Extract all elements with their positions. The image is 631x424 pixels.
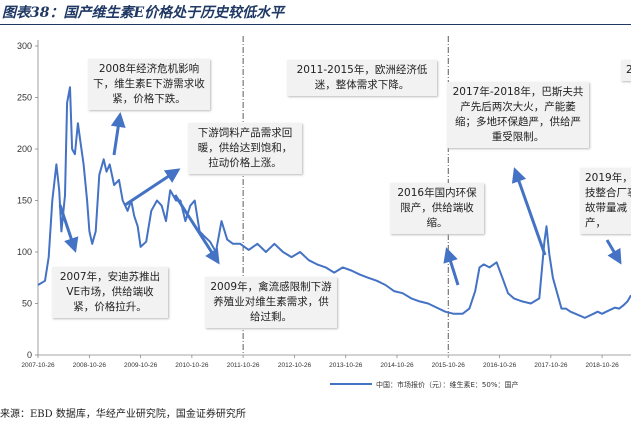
legend-label: 中国：市场报价（元）：维生素E：50%：国产 <box>376 380 518 389</box>
x-tick-label: 2016-10-26 <box>483 362 517 369</box>
x-tick-label: 2013-10-26 <box>329 362 363 369</box>
x-tick-label: 2009-10-26 <box>124 362 158 369</box>
x-tick-label: 2011-10-26 <box>227 362 260 369</box>
annotation-feed-demand: 下游饲料产品需求回暖，供给达到饱和，拉动价格上涨。 <box>188 123 302 174</box>
y-tick-label: 200 <box>17 144 32 154</box>
x-tick-label: 2010-10-26 <box>175 362 209 369</box>
up-arrow-2008 <box>110 112 126 156</box>
y-tick-label: 100 <box>17 247 32 257</box>
y-tick-label: 0 <box>27 350 32 360</box>
annotation-2007-supply: 2007年，安迪苏推出VE市场，供给端收紧，价格拉升。 <box>52 267 168 318</box>
y-tick-label: 300 <box>17 41 32 51</box>
chart-title: 图表38：国产维生素E价格处于历史较低水平 <box>2 5 285 21</box>
y-tick-label: 150 <box>17 196 32 206</box>
annotation-2020-partial: 2 <box>621 60 631 81</box>
y-tick-label: 250 <box>17 93 32 103</box>
x-tick-label: 2008-10-26 <box>73 362 107 369</box>
annotation-2017-2018-basf: 2017年-2018年，巴斯夫共产先后两次大火，产能萎缩；多地环保趋严，供给严重… <box>447 82 589 148</box>
x-tick-label: 2012-10-26 <box>278 362 312 369</box>
series-line-vitamin-e-price <box>37 86 631 319</box>
annotation-2009-avian-flu: 2009年，禽流感限制下游养殖业对维生素需求，供给过剩。 <box>205 277 337 328</box>
up-arrow-2016 <box>443 247 460 286</box>
up-arrow-2009 <box>124 168 181 207</box>
down-arrow-2007 <box>58 204 79 253</box>
x-tick-label: 2007-10-26 <box>21 362 55 369</box>
down-arrow-2010 <box>173 194 220 265</box>
annotation-2011-2015-europe: 2011-2015年，欧洲经济低迷，整体需求下降。 <box>287 60 437 96</box>
title-divider <box>0 24 631 25</box>
y-tick-label: 50 <box>22 299 32 309</box>
annotation-2016-env-limit: 2016年国内环保限产，供给端收缩。 <box>390 183 484 234</box>
source-note: 来源：EBD 数据库，华经产业研究院，国金证券研究所 <box>0 409 246 420</box>
annotation-2008-crisis: 2008年经济危机影响下，维生素E下游需求收紧，价格下跌。 <box>88 59 210 110</box>
annotation-2019: 2019年，科技整合厂事故带量减产， <box>580 168 631 234</box>
up-arrow-2017 <box>511 167 547 256</box>
x-tick-label: 2017-10-26 <box>534 362 568 369</box>
x-tick-label: 2018-10-26 <box>585 362 619 369</box>
down-arrow-2019 <box>605 239 622 265</box>
x-tick-label: 2014-10-26 <box>380 362 414 369</box>
x-tick-label: 2015-10-26 <box>432 362 466 369</box>
